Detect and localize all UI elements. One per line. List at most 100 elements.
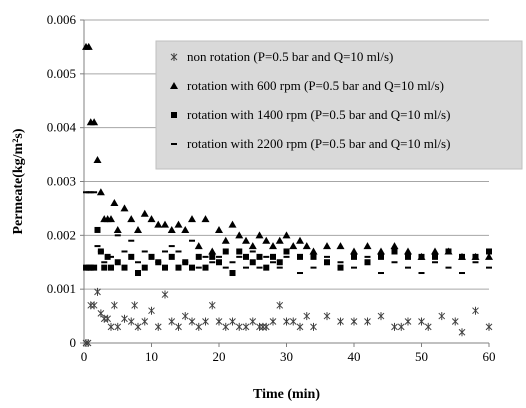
data-point [141,317,149,326]
data-point [87,301,95,310]
data-point [155,261,162,264]
data-point [94,245,101,248]
data-point [310,322,317,331]
data-point [275,236,284,244]
data-point [397,322,405,331]
data-point [451,317,459,326]
y-tick-label: 0.002 [47,227,76,242]
data-point [363,242,372,250]
data-point [302,242,311,250]
data-point [175,322,182,331]
data-point [101,264,108,271]
data-point [229,261,236,264]
data-point [114,234,121,237]
data-point [303,312,311,321]
data-point [101,261,108,264]
data-point [485,252,493,260]
data-point [148,255,155,258]
data-point [195,253,202,260]
x-tick-label: 60 [483,349,496,364]
data-point [432,261,438,264]
data-point [140,209,149,217]
legend-marker [170,82,178,89]
data-point [378,253,384,260]
data-point [94,287,101,296]
data-point [113,225,122,233]
data-point [221,236,230,244]
data-point [195,266,202,269]
data-point [263,264,270,271]
data-point [236,255,243,258]
data-point [364,259,371,266]
data-point [289,242,298,250]
legend-item: rotation with 600 rpm (P=0.5 bar and Q=1… [170,78,444,93]
data-point [96,188,105,196]
data-point [405,266,411,269]
data-point [243,266,249,269]
data-point [243,253,249,260]
x-tick-label: 0 [81,349,88,364]
data-point [249,317,257,326]
data-point [202,264,209,271]
data-point [351,266,357,269]
data-point [168,317,176,326]
legend-marker [170,53,178,61]
data-point [459,253,465,260]
data-point [141,264,148,271]
data-point [283,317,290,326]
data-point [107,322,115,331]
data-point [269,242,277,250]
data-point [276,301,284,310]
data-point [309,247,318,255]
data-point [141,250,148,253]
data-point [181,312,189,321]
data-point [263,255,270,258]
data-point [458,328,466,337]
data-point [93,155,102,163]
data-point [108,264,114,271]
y-axis-title: Permeate(kg/m²s) [11,128,26,234]
data-point [256,253,263,260]
data-point [256,322,263,331]
data-point [131,301,138,310]
data-point [378,272,384,275]
data-point [296,236,304,244]
data-point [121,314,128,323]
legend-label: rotation with 2200 rpm (P=0.5 bar and Q=… [187,136,450,151]
data-point [208,247,217,255]
data-point [276,259,283,266]
data-point [161,290,169,299]
data-point [107,215,115,223]
data-point [127,215,136,223]
data-point [310,253,317,260]
data-point [175,264,182,271]
legend-box [155,40,523,170]
data-point [256,266,263,269]
data-point [324,259,330,266]
data-point [91,264,98,271]
data-point [127,317,135,326]
data-point [323,312,331,321]
data-point [364,317,371,326]
data-point [324,255,330,258]
data-point [182,261,189,264]
y-tick-label: 0.004 [47,120,77,135]
data-point [91,191,98,194]
data-point [404,317,412,326]
data-point [249,250,256,253]
data-point [377,312,385,321]
data-point [282,231,291,239]
data-point [154,322,162,331]
data-point [270,253,276,260]
data-point [377,247,385,255]
data-point [114,322,122,331]
data-point [100,314,108,323]
data-point [147,215,156,223]
legend: non rotation (P=0.5 bar and Q=10 ml/s) ro… [155,40,523,170]
data-point [229,270,236,277]
data-point [120,204,129,212]
data-point [418,317,425,326]
legend-item: rotation with 2200 rpm (P=0.5 bar and Q=… [171,136,450,151]
data-point [90,118,99,126]
data-point [148,306,155,315]
